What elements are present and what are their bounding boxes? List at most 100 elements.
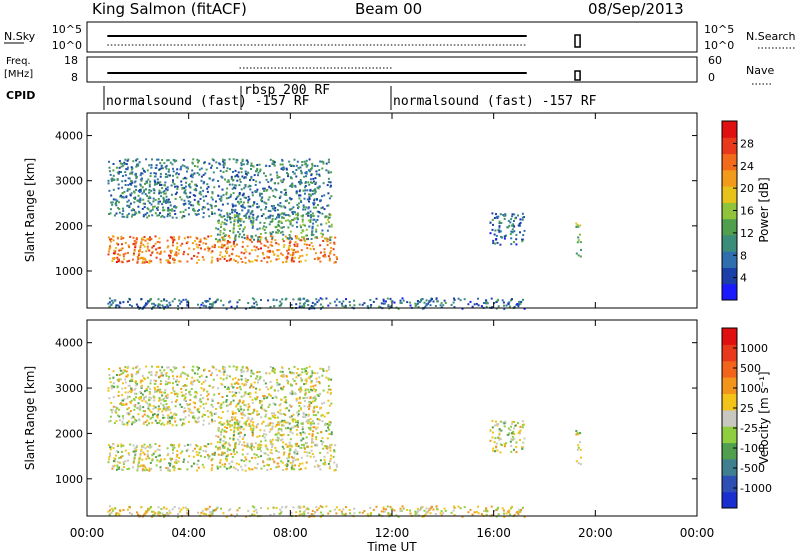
echo-cell-3: [304, 181, 307, 183]
echo-cell-2: [296, 218, 299, 221]
echo-cell-3: [306, 189, 309, 192]
echo-cell-0: [186, 301, 189, 303]
echo-cell-1: [143, 257, 146, 260]
echo-cell-3: [246, 366, 249, 369]
echo-cell-0: [210, 303, 213, 306]
echo-cell-4: [513, 427, 515, 430]
echo-cell-0: [160, 508, 163, 511]
echo-cell-3: [200, 175, 203, 178]
echo-cell-3: [116, 385, 119, 388]
echo-cell-3: [327, 411, 330, 414]
echo-cell-1: [211, 259, 213, 262]
echo-cell-1: [111, 260, 114, 262]
echo-cell-3: [185, 389, 187, 391]
echo-cell-3: [180, 165, 183, 168]
echo-cell-3: [281, 388, 284, 390]
echo-cell-3: [188, 183, 191, 186]
echo-cell-0: [186, 304, 189, 307]
echo-cell-1: [192, 248, 195, 251]
echo-cell-1: [140, 242, 143, 245]
echo-cell-3: [305, 413, 308, 416]
echo-cell-0: [477, 297, 479, 300]
echo-cell-1: [142, 258, 145, 260]
echo-cell-0: [425, 507, 428, 510]
echo-cell-1: [317, 466, 320, 468]
echo-cell-3: [138, 161, 141, 164]
echo-cell-2: [260, 232, 262, 235]
echo-cell-1: [202, 242, 205, 245]
echo-cell-1: [190, 465, 193, 468]
echo-cell-0: [204, 300, 207, 302]
echo-cell-1: [197, 259, 200, 261]
echo-cell-3: [284, 200, 287, 203]
echo-cell-1: [285, 468, 288, 471]
echo-cell-1: [282, 453, 285, 456]
echo-cell-0: [393, 301, 396, 304]
echo-cell-3: [180, 180, 183, 183]
echo-cell-1: [141, 469, 144, 472]
echo-cell-1: [193, 462, 195, 465]
echo-cell-0: [375, 297, 378, 300]
echo-cell-1: [293, 452, 296, 455]
echo-cell-3: [182, 215, 185, 217]
echo-cell-3: [162, 398, 165, 401]
echo-cell-3: [239, 198, 242, 201]
echo-cell-1: [202, 466, 205, 469]
echo-cell-0: [415, 512, 418, 515]
echo-cell-0: [329, 510, 332, 513]
echo-cell-0: [107, 510, 110, 513]
echo-cell-4: [491, 436, 494, 439]
echo-cell-1: [282, 447, 285, 450]
echo-cell-0: [338, 508, 341, 511]
echo-cell-3: [295, 192, 298, 195]
echo-cell-1: [244, 248, 247, 251]
echo-cell-3: [183, 397, 186, 400]
echo-cell-1: [142, 464, 145, 467]
echo-cell-3: [113, 422, 116, 425]
echo-cell-3: [237, 408, 240, 411]
echo-cell-3: [169, 411, 172, 414]
echo-cell-0: [483, 510, 485, 512]
echo-cell-3: [220, 215, 223, 218]
echo-cell-2: [267, 424, 270, 427]
echo-cell-0: [269, 306, 272, 308]
echo-cell-4: [489, 232, 492, 235]
echo-cell-3: [222, 171, 225, 174]
echo-cell-0: [110, 299, 113, 302]
echo-cell-3: [228, 158, 231, 161]
echo-cell-3: [303, 367, 306, 370]
echo-cell-3: [172, 167, 174, 170]
echo-cell-3: [174, 420, 177, 423]
echo-cell-3: [163, 406, 165, 409]
echo-cell-0: [342, 508, 345, 511]
echo-cell-1: [266, 240, 269, 243]
echo-cell-0: [279, 300, 282, 303]
echo-cell-3: [188, 390, 191, 393]
echo-cell-3: [230, 401, 233, 404]
echo-cell-3: [269, 380, 272, 383]
echo-cell-2: [221, 221, 224, 224]
echo-cell-3: [131, 171, 134, 174]
echo-cell-4: [503, 422, 506, 425]
echo-cell-3: [118, 208, 121, 210]
echo-cell-1: [159, 466, 162, 469]
echo-cell-2: [217, 435, 220, 438]
echo-cell-3: [139, 390, 142, 393]
colorbar-swatch: [722, 267, 737, 285]
echo-cell-3: [240, 378, 243, 381]
echo-cell-0: [378, 305, 381, 308]
echo-cell-2: [281, 438, 284, 441]
echo-cell-3: [118, 170, 121, 173]
echo-cell-3: [170, 209, 173, 212]
echo-cell-0: [389, 505, 392, 508]
echo-cell-3: [160, 423, 163, 426]
echo-cell-3: [212, 378, 215, 381]
echo-cell-0: [117, 304, 120, 307]
echo-cell-3: [325, 376, 328, 379]
echo-cell-3: [221, 188, 224, 191]
echo-cell-3: [121, 215, 124, 218]
echo-cell-0: [386, 505, 389, 508]
echo-cell-0: [128, 512, 131, 514]
echo-cell-4: [509, 221, 512, 224]
echo-cell-0: [251, 505, 254, 508]
